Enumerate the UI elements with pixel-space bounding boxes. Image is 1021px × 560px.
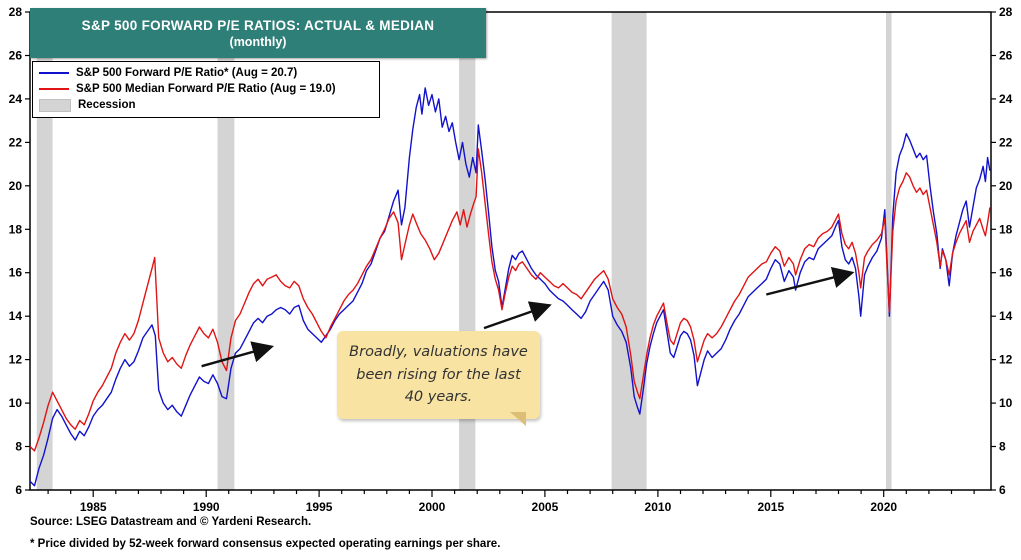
svg-text:18: 18	[999, 222, 1013, 236]
svg-text:28: 28	[9, 5, 23, 19]
svg-text:2000: 2000	[419, 500, 446, 514]
svg-text:22: 22	[999, 135, 1013, 149]
svg-text:20: 20	[9, 179, 23, 193]
svg-text:6: 6	[15, 483, 22, 497]
chart-title: S&P 500 FORWARD P/E RATIOS: ACTUAL & MED…	[81, 17, 435, 33]
svg-text:24: 24	[9, 92, 23, 106]
svg-text:2015: 2015	[757, 500, 784, 514]
blue-line-swatch-icon	[39, 72, 69, 74]
svg-text:8: 8	[15, 440, 22, 454]
svg-text:14: 14	[9, 309, 23, 323]
legend-label: S&P 500 Median Forward P/E Ratio (Aug = …	[76, 83, 336, 95]
source-text: Source: LSEG Datastream and © Yardeni Re…	[30, 516, 312, 528]
legend-item-recession: Recession	[39, 97, 373, 113]
svg-text:10: 10	[9, 396, 23, 410]
svg-text:22: 22	[9, 135, 23, 149]
legend-label: Recession	[78, 99, 136, 111]
svg-text:28: 28	[999, 5, 1013, 19]
annotation-note-line: 40 years.	[404, 389, 473, 406]
annotation-note-line: Broadly, valuations have	[349, 344, 528, 361]
svg-text:1995: 1995	[306, 500, 333, 514]
svg-text:26: 26	[9, 49, 23, 63]
legend-item-median-forward-pe: S&P 500 Median Forward P/E Ratio (Aug = …	[39, 81, 373, 97]
svg-text:16: 16	[999, 266, 1013, 280]
svg-text:2020: 2020	[870, 500, 897, 514]
svg-text:16: 16	[9, 266, 23, 280]
recession-swatch-icon	[39, 98, 71, 112]
svg-text:12: 12	[9, 353, 23, 367]
footnote-text: * Price divided by 52-week forward conse…	[30, 538, 501, 550]
svg-text:2005: 2005	[532, 500, 559, 514]
svg-text:14: 14	[999, 309, 1013, 323]
svg-text:20: 20	[999, 179, 1013, 193]
chart-subtitle: (monthly)	[229, 34, 287, 49]
legend: S&P 500 Forward P/E Ratio* (Aug = 20.7) …	[32, 61, 380, 118]
svg-text:6: 6	[999, 483, 1006, 497]
svg-text:1990: 1990	[193, 500, 220, 514]
annotation-note-line: been rising for the last	[356, 366, 521, 383]
svg-text:24: 24	[999, 92, 1013, 106]
svg-text:2010: 2010	[645, 500, 672, 514]
svg-text:18: 18	[9, 222, 23, 236]
svg-text:1985: 1985	[80, 500, 107, 514]
legend-label: S&P 500 Forward P/E Ratio* (Aug = 20.7)	[76, 67, 298, 79]
svg-text:10: 10	[999, 396, 1013, 410]
chart-title-box: S&P 500 FORWARD P/E RATIOS: ACTUAL & MED…	[30, 8, 486, 58]
svg-text:26: 26	[999, 49, 1013, 63]
red-line-swatch-icon	[39, 88, 69, 90]
annotation-note: Broadly, valuations have been rising for…	[337, 331, 540, 426]
svg-text:8: 8	[999, 440, 1006, 454]
legend-item-forward-pe: S&P 500 Forward P/E Ratio* (Aug = 20.7)	[39, 65, 373, 81]
svg-text:12: 12	[999, 353, 1013, 367]
